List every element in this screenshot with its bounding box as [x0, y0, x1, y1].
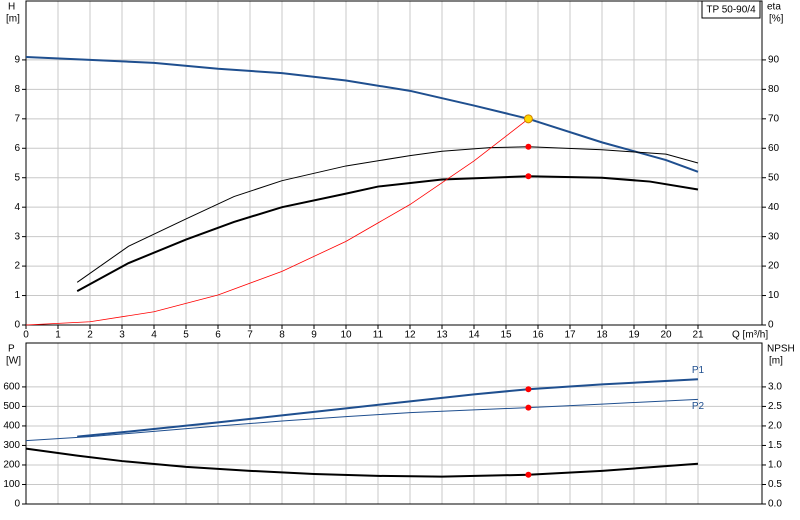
- x-tick-label: 17: [564, 330, 576, 341]
- curve: [25, 118, 529, 326]
- y-tick-label: 6: [14, 143, 20, 154]
- x-tick-label: 0: [23, 330, 29, 341]
- y2-tick-label: 30: [768, 231, 780, 242]
- y-tick-label: 7: [14, 113, 20, 124]
- chart-title: TP 50-90/4: [706, 5, 756, 16]
- x-tick-label: 9: [311, 330, 317, 341]
- x-tick-label: 2: [87, 330, 93, 341]
- y2-tick-label: 0.0: [768, 499, 782, 510]
- y-tick-label: 5: [14, 172, 20, 183]
- x-tick-label: 10: [340, 330, 352, 341]
- y2-tick-label: 1.0: [768, 460, 782, 471]
- y-tick-label: 2: [14, 261, 20, 272]
- x-tick-label: 21: [692, 330, 704, 341]
- series-label: P1: [692, 365, 705, 376]
- y-tick-label: 300: [3, 440, 20, 451]
- x-tick-label: 16: [532, 330, 544, 341]
- y2-tick-label: 40: [768, 202, 780, 213]
- duty-point: [525, 173, 532, 180]
- x-tick-label: 6: [215, 330, 221, 341]
- curve: [25, 398, 699, 442]
- x-tick-label: 14: [468, 330, 480, 341]
- curve: [76, 175, 699, 293]
- curve: [25, 55, 699, 173]
- y2-tick-label: 2.5: [768, 401, 782, 412]
- x-tick-label: 12: [404, 330, 416, 341]
- x-axis-label: Q [m³/h]: [732, 330, 768, 341]
- y-tick-label: 0: [14, 320, 20, 331]
- y2-axis-label: eta: [767, 2, 781, 13]
- x-tick-label: 4: [151, 330, 157, 341]
- y-axis-label: H: [8, 2, 15, 13]
- y2-tick-label: 0.5: [768, 479, 782, 490]
- y2-tick-label: 2.0: [768, 421, 782, 432]
- x-tick-label: 18: [596, 330, 608, 341]
- y-tick-label: 100: [3, 479, 20, 490]
- y2-tick-label: 50: [768, 172, 780, 183]
- y2-axis-unit: [m]: [769, 356, 783, 367]
- x-tick-label: 1: [55, 330, 61, 341]
- curve: [77, 378, 699, 438]
- y-axis-label: P: [8, 344, 15, 355]
- y2-tick-label: 10: [768, 290, 780, 301]
- duty-point: [525, 386, 532, 393]
- y-tick-label: 8: [14, 84, 20, 95]
- series-label: P2: [692, 401, 705, 412]
- duty-point: [525, 143, 532, 150]
- curve: [25, 447, 699, 478]
- duty-point: [525, 471, 532, 478]
- y-tick-label: 600: [3, 382, 20, 393]
- plot-frame: [25, 0, 763, 326]
- plot-frame: [25, 342, 763, 505]
- y2-tick-label: 60: [768, 143, 780, 154]
- y-tick-label: 4: [14, 202, 20, 213]
- title-box: [701, 0, 761, 19]
- duty-point: [525, 404, 532, 411]
- y2-tick-label: 3.0: [768, 382, 782, 393]
- y2-tick-label: 80: [768, 84, 780, 95]
- y2-tick-label: 90: [768, 55, 780, 66]
- y-tick-label: 1: [14, 290, 20, 301]
- y-axis-unit: [W]: [6, 356, 21, 367]
- x-tick-label: 19: [628, 330, 640, 341]
- y2-axis-unit: [%]: [769, 14, 784, 25]
- duty-point: [523, 114, 533, 124]
- y-tick-label: 0: [14, 499, 20, 510]
- y2-tick-label: 0: [768, 320, 774, 331]
- y-tick-label: 500: [3, 401, 20, 412]
- x-tick-label: 11: [373, 330, 384, 341]
- y-tick-label: 3: [14, 231, 20, 242]
- y2-tick-label: 1.5: [768, 440, 782, 451]
- x-tick-label: 7: [247, 330, 253, 341]
- x-tick-label: 8: [279, 330, 285, 341]
- y-tick-label: 9: [14, 55, 20, 66]
- y2-axis-label: NPSH: [767, 344, 795, 355]
- curve: [76, 146, 699, 283]
- x-tick-label: 5: [183, 330, 189, 341]
- y2-tick-label: 20: [768, 261, 780, 272]
- y2-tick-label: 70: [768, 113, 780, 124]
- x-tick-label: 15: [500, 330, 512, 341]
- y-tick-label: 400: [3, 421, 20, 432]
- x-tick-label: 3: [119, 330, 125, 341]
- x-tick-label: 20: [660, 330, 672, 341]
- y-axis-unit: [m]: [6, 14, 20, 25]
- x-tick-label: 13: [436, 330, 448, 341]
- y-tick-label: 200: [3, 460, 20, 471]
